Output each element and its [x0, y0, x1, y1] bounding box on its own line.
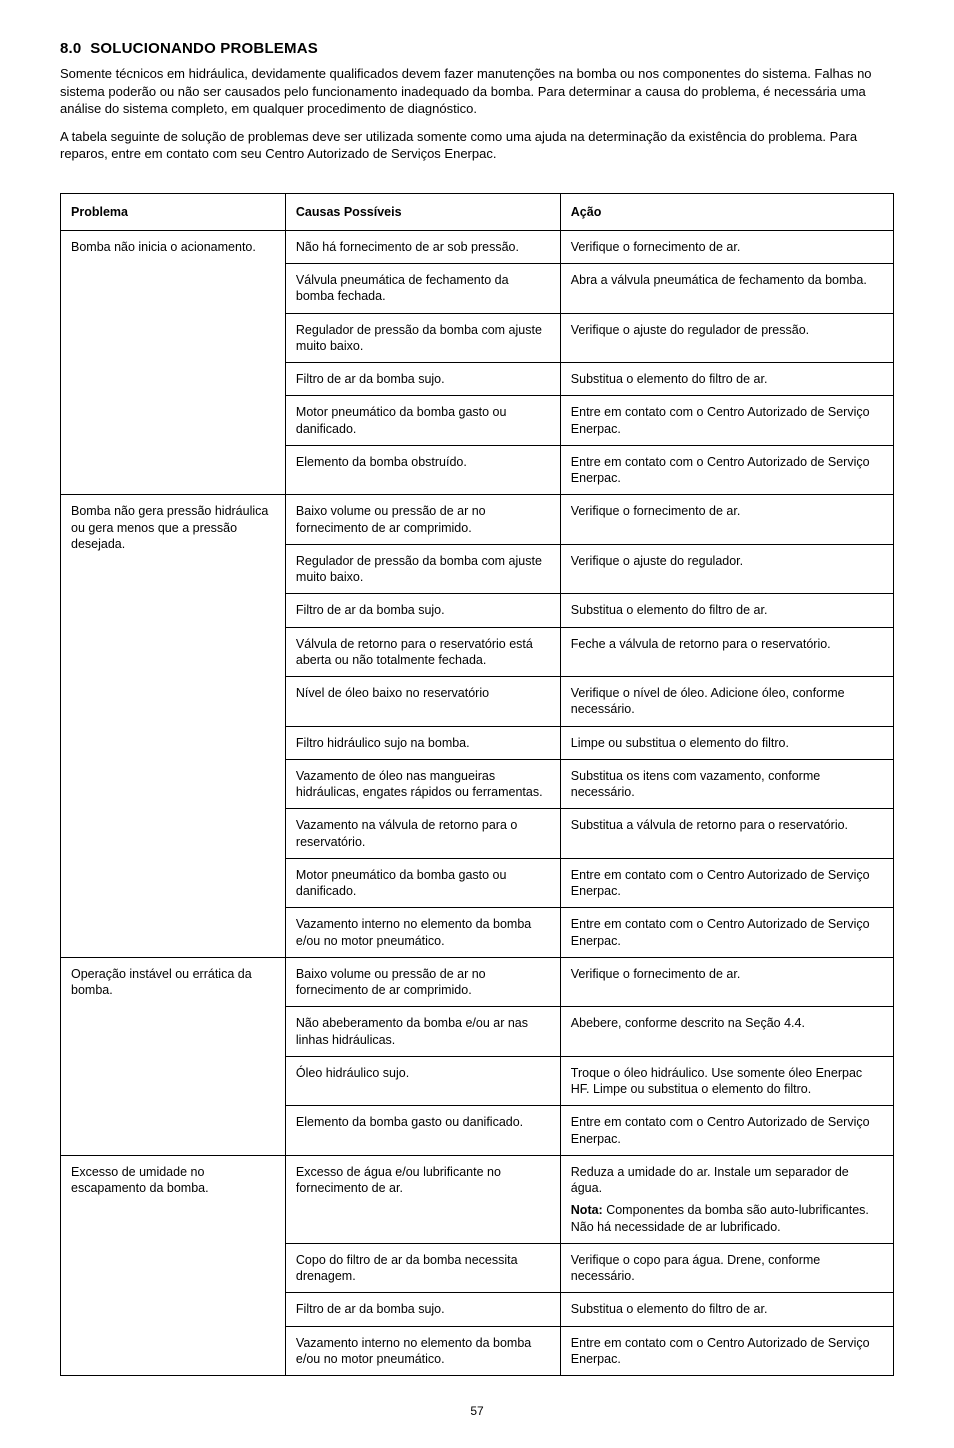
cell-cause: Filtro de ar da bomba sujo.: [285, 1293, 560, 1326]
intro-paragraph-1: Somente técnicos em hidráulica, devidame…: [60, 65, 894, 118]
cell-cause: Filtro de ar da bomba sujo.: [285, 594, 560, 627]
cell-problem: Bomba não gera pressão hidráulica ou ger…: [61, 495, 286, 958]
cell-action: Entre em contato com o Centro Autorizado…: [560, 908, 893, 958]
cell-problem: Operação instável ou errática da bomba.: [61, 957, 286, 1155]
cell-problem: Bomba não inicia o acionamento.: [61, 230, 286, 495]
cell-cause: Vazamento de óleo nas mangueiras hidrául…: [285, 759, 560, 809]
cell-cause: Válvula pneumática de fechamento da bomb…: [285, 264, 560, 314]
cell-action: Verifique o nível de óleo. Adicione óleo…: [560, 677, 893, 727]
cell-action: Substitua a válvula de retorno para o re…: [560, 809, 893, 859]
cell-cause: Excesso de água e/ou lubrificante no for…: [285, 1155, 560, 1243]
cell-cause: Elemento da bomba gasto ou danificado.: [285, 1106, 560, 1156]
table-header-row: Problema Causas Possíveis Ação: [61, 193, 894, 230]
cell-action: Limpe ou substitua o elemento do filtro.: [560, 726, 893, 759]
cell-cause: Vazamento interno no elemento da bomba e…: [285, 908, 560, 958]
cell-cause: Motor pneumático da bomba gasto ou danif…: [285, 858, 560, 908]
note-text: Componentes da bomba são auto-lubrifican…: [571, 1203, 869, 1233]
cell-action: Reduza a umidade do ar. Instale um separ…: [560, 1155, 893, 1243]
cell-action: Substitua o elemento do filtro de ar.: [560, 1293, 893, 1326]
cell-action: Entre em contato com o Centro Autorizado…: [560, 396, 893, 446]
section-title: SOLUCIONANDO PROBLEMAS: [90, 40, 318, 57]
cell-cause: Regulador de pressão da bomba com ajuste…: [285, 544, 560, 594]
th-action: Ação: [560, 193, 893, 230]
cell-action: Substitua os itens com vazamento, confor…: [560, 759, 893, 809]
cell-action: Entre em contato com o Centro Autorizado…: [560, 858, 893, 908]
cell-action: Verifique o fornecimento de ar.: [560, 495, 893, 545]
cell-action: Entre em contato com o Centro Autorizado…: [560, 1106, 893, 1156]
action-note: Nota: Componentes da bomba são auto-lubr…: [571, 1202, 883, 1235]
cell-cause: Elemento da bomba obstruído.: [285, 445, 560, 495]
cell-action: Verifique o fornecimento de ar.: [560, 230, 893, 263]
cell-action: Abra a válvula pneumática de fechamento …: [560, 264, 893, 314]
cell-cause: Vazamento na válvula de retorno para o r…: [285, 809, 560, 859]
intro-paragraph-2: A tabela seguinte de solução de problema…: [60, 128, 894, 163]
section-heading: 8.0 SOLUCIONANDO PROBLEMAS: [60, 40, 894, 57]
cell-cause: Não há fornecimento de ar sob pressão.: [285, 230, 560, 263]
page-number: 57: [60, 1404, 894, 1418]
th-cause: Causas Possíveis: [285, 193, 560, 230]
cell-action: Abebere, conforme descrito na Seção 4.4.: [560, 1007, 893, 1057]
cell-action: Feche a válvula de retorno para o reserv…: [560, 627, 893, 677]
troubleshooting-table: Problema Causas Possíveis Ação Bomba não…: [60, 193, 894, 1377]
cell-cause: Válvula de retorno para o reservatório e…: [285, 627, 560, 677]
cell-action: Substitua o elemento do filtro de ar.: [560, 363, 893, 396]
cell-cause: Filtro de ar da bomba sujo.: [285, 363, 560, 396]
cell-cause: Filtro hidráulico sujo na bomba.: [285, 726, 560, 759]
note-prefix: Nota:: [571, 1203, 603, 1217]
section-number: 8.0: [60, 40, 81, 57]
table-row: Operação instável ou errática da bomba.B…: [61, 957, 894, 1007]
cell-action: Substitua o elemento do filtro de ar.: [560, 594, 893, 627]
cell-action: Entre em contato com o Centro Autorizado…: [560, 1326, 893, 1376]
cell-action: Verifique o copo para água. Drene, confo…: [560, 1243, 893, 1293]
cell-cause: Nível de óleo baixo no reservatório: [285, 677, 560, 727]
cell-action: Troque o óleo hidráulico. Use somente ól…: [560, 1056, 893, 1106]
cell-action: Entre em contato com o Centro Autorizado…: [560, 445, 893, 495]
action-text: Reduza a umidade do ar. Instale um separ…: [571, 1164, 883, 1197]
table-row: Bomba não inicia o acionamento.Não há fo…: [61, 230, 894, 263]
cell-cause: Baixo volume ou pressão de ar no forneci…: [285, 495, 560, 545]
cell-cause: Vazamento interno no elemento da bomba e…: [285, 1326, 560, 1376]
cell-cause: Regulador de pressão da bomba com ajuste…: [285, 313, 560, 363]
cell-cause: Motor pneumático da bomba gasto ou danif…: [285, 396, 560, 446]
cell-cause: Óleo hidráulico sujo.: [285, 1056, 560, 1106]
cell-problem: Excesso de umidade no escapamento da bom…: [61, 1155, 286, 1375]
table-row: Excesso de umidade no escapamento da bom…: [61, 1155, 894, 1243]
cell-action: Verifique o ajuste do regulador de press…: [560, 313, 893, 363]
th-problem: Problema: [61, 193, 286, 230]
cell-action: Verifique o ajuste do regulador.: [560, 544, 893, 594]
cell-cause: Não abeberamento da bomba e/ou ar nas li…: [285, 1007, 560, 1057]
cell-cause: Copo do filtro de ar da bomba necessita …: [285, 1243, 560, 1293]
cell-action: Verifique o fornecimento de ar.: [560, 957, 893, 1007]
table-row: Bomba não gera pressão hidráulica ou ger…: [61, 495, 894, 545]
cell-cause: Baixo volume ou pressão de ar no forneci…: [285, 957, 560, 1007]
